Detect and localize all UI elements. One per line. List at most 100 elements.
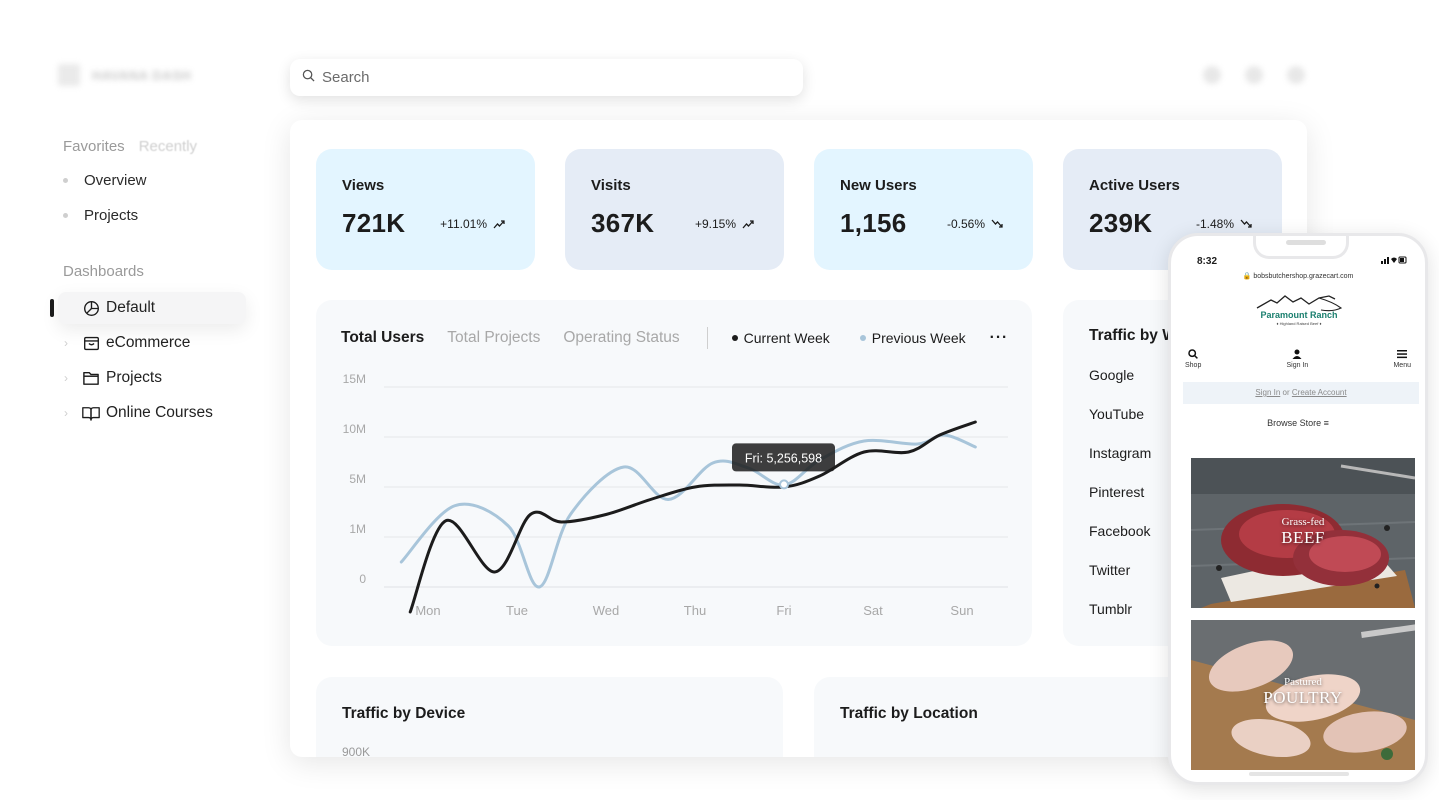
sidebar-item-online-courses[interactable]: › Online Courses	[58, 397, 246, 429]
sidebar-item-label: Online Courses	[106, 404, 213, 421]
signal-icon	[1381, 256, 1407, 264]
chevron-right-icon: ›	[64, 371, 68, 385]
trend-down-icon	[1240, 219, 1252, 228]
user-icon	[1292, 349, 1302, 359]
favorite-label: Overview	[84, 172, 147, 189]
sidebar-item-ecommerce[interactable]: › eCommerce	[58, 327, 246, 359]
x-tick-label: Tue	[506, 603, 528, 618]
sign-in-link[interactable]: Sign In	[1255, 388, 1281, 397]
legend-label: Previous Week	[871, 330, 966, 346]
nav-label: Shop	[1185, 362, 1202, 369]
nav-label: Sign In	[1286, 362, 1309, 369]
stat-value: 367K	[591, 208, 655, 238]
stat-label: Active Users	[1089, 177, 1180, 194]
chart-tab-total-projects[interactable]: Total Projects	[447, 329, 541, 346]
traffic-source-pinterest: Pinterest	[1089, 484, 1145, 500]
tab-recently[interactable]: Recently	[138, 138, 198, 155]
x-tick-label: Wed	[593, 603, 620, 618]
ranch-logo[interactable]: Paramount Ranch ♦ Highland Raised Beef ♦	[1249, 292, 1349, 332]
x-tick-label: Fri	[776, 603, 791, 618]
axis-tick-label: 900K	[342, 745, 371, 757]
create-account-link[interactable]: Create Account	[1291, 388, 1347, 397]
header-actions	[1203, 66, 1305, 84]
y-tick-label: 0	[359, 572, 366, 586]
chevron-right-icon: ›	[64, 336, 68, 350]
folder-icon	[82, 369, 100, 387]
y-tick-label: 10M	[343, 422, 366, 436]
bullet-icon	[63, 178, 68, 183]
stat-delta: -0.56%	[946, 216, 985, 231]
browser-url[interactable]: 🔒 bobsbutchershop.grazecart.com	[1242, 273, 1354, 280]
category-card-poultry[interactable]: Pastured POULTRY	[1191, 620, 1415, 770]
traffic-by-device-card: Traffic by Device 900K	[316, 677, 783, 757]
legend-dot	[859, 335, 866, 341]
search-icon	[1188, 349, 1199, 359]
logo-name: Paramount Ranch	[1260, 310, 1338, 320]
favorite-item-projects[interactable]: Projects	[63, 207, 138, 224]
traffic-source-tumblr: Tumblr	[1089, 601, 1133, 617]
brand: HAVANA DASH	[58, 64, 191, 86]
trend-down-icon	[991, 219, 1003, 228]
traffic-source-twitter: Twitter	[1089, 562, 1131, 578]
trend-up-icon	[493, 219, 505, 228]
poultry-image	[1191, 620, 1415, 770]
card-title-line1: Pastured	[1284, 676, 1322, 688]
nav-sign-in[interactable]: Sign In	[1286, 349, 1309, 369]
series-line-previous-week	[399, 433, 977, 589]
or-text: or	[1282, 388, 1290, 397]
bullet-icon	[63, 213, 68, 218]
nav-label: Menu	[1393, 362, 1411, 369]
favorite-item-overview[interactable]: Overview	[63, 172, 147, 189]
legend-label: Current Week	[743, 330, 830, 346]
stat-delta: +11.01%	[440, 216, 487, 231]
card-title-line1: Grass-fed	[1281, 516, 1325, 528]
stat-value: 1,156	[840, 208, 907, 238]
user-icon[interactable]	[1287, 66, 1305, 84]
chart-tab-total-users[interactable]: Total Users	[341, 329, 425, 346]
url-text: bobsbutchershop.grazecart.com	[1253, 273, 1354, 280]
search-bar[interactable]	[290, 59, 803, 96]
nav-menu[interactable]: Menu	[1393, 349, 1411, 369]
account-bar: Sign In or Create Account	[1183, 382, 1419, 404]
notification-icon[interactable]	[1203, 66, 1221, 84]
category-card-beef[interactable]: Grass-fed BEEF	[1191, 458, 1415, 608]
stat-card-new-users: New Users 1,156 -0.56%	[814, 149, 1033, 270]
phone-notch	[1253, 236, 1349, 259]
browse-store-button[interactable]: Browse Store ≡	[1267, 418, 1329, 428]
traffic-location-title: Traffic by Location	[840, 705, 978, 722]
tooltip-point	[779, 479, 789, 490]
stat-value: 239K	[1089, 208, 1153, 238]
search-input[interactable]	[322, 69, 762, 86]
traffic-source-facebook: Facebook	[1089, 523, 1151, 539]
shopping-bag-icon	[82, 334, 100, 352]
menu-icon	[1397, 350, 1408, 359]
stat-label: Visits	[591, 177, 631, 194]
x-tick-label: Thu	[684, 603, 706, 618]
dashboards-section-label: Dashboards	[63, 263, 144, 280]
chart-header: Total Users Total Projects Operating Sta…	[341, 327, 1008, 349]
x-tick-label: Sun	[950, 603, 973, 618]
chart-tab-operating-status[interactable]: Operating Status	[563, 329, 680, 346]
sidebar-item-default[interactable]: Default	[58, 292, 246, 324]
more-options-icon[interactable]: ···	[989, 329, 1009, 346]
total-users-chart: Total Users Total Projects Operating Sta…	[316, 300, 1032, 646]
series-line-current-week	[408, 420, 977, 614]
sidebar-item-projects[interactable]: › Projects	[58, 362, 246, 394]
tab-favorites[interactable]: Favorites	[63, 138, 125, 155]
sidebar-item-label: Default	[106, 299, 156, 316]
pie-chart-icon	[82, 299, 100, 317]
legend-dot	[731, 335, 738, 341]
mobile-preview: 8:32 🔒 bobsbutchershop.grazecart.com Par…	[1168, 233, 1428, 785]
dashboard-panel: Views 721K +11.01% Visits 367K +9.15% Ne…	[290, 120, 1307, 757]
beef-image	[1191, 458, 1415, 608]
home-indicator	[1249, 772, 1349, 776]
x-tick-label: Mon	[415, 603, 440, 618]
help-icon[interactable]	[1245, 66, 1263, 84]
favorite-label: Projects	[84, 207, 139, 224]
trend-up-icon	[742, 219, 754, 228]
x-tick-label: Sat	[863, 603, 883, 618]
stat-card-views: Views 721K +11.01%	[316, 149, 535, 270]
stat-delta: +9.15%	[694, 216, 736, 231]
nav-shop[interactable]: Shop	[1185, 349, 1201, 369]
sidebar-item-label: eCommerce	[106, 334, 191, 351]
